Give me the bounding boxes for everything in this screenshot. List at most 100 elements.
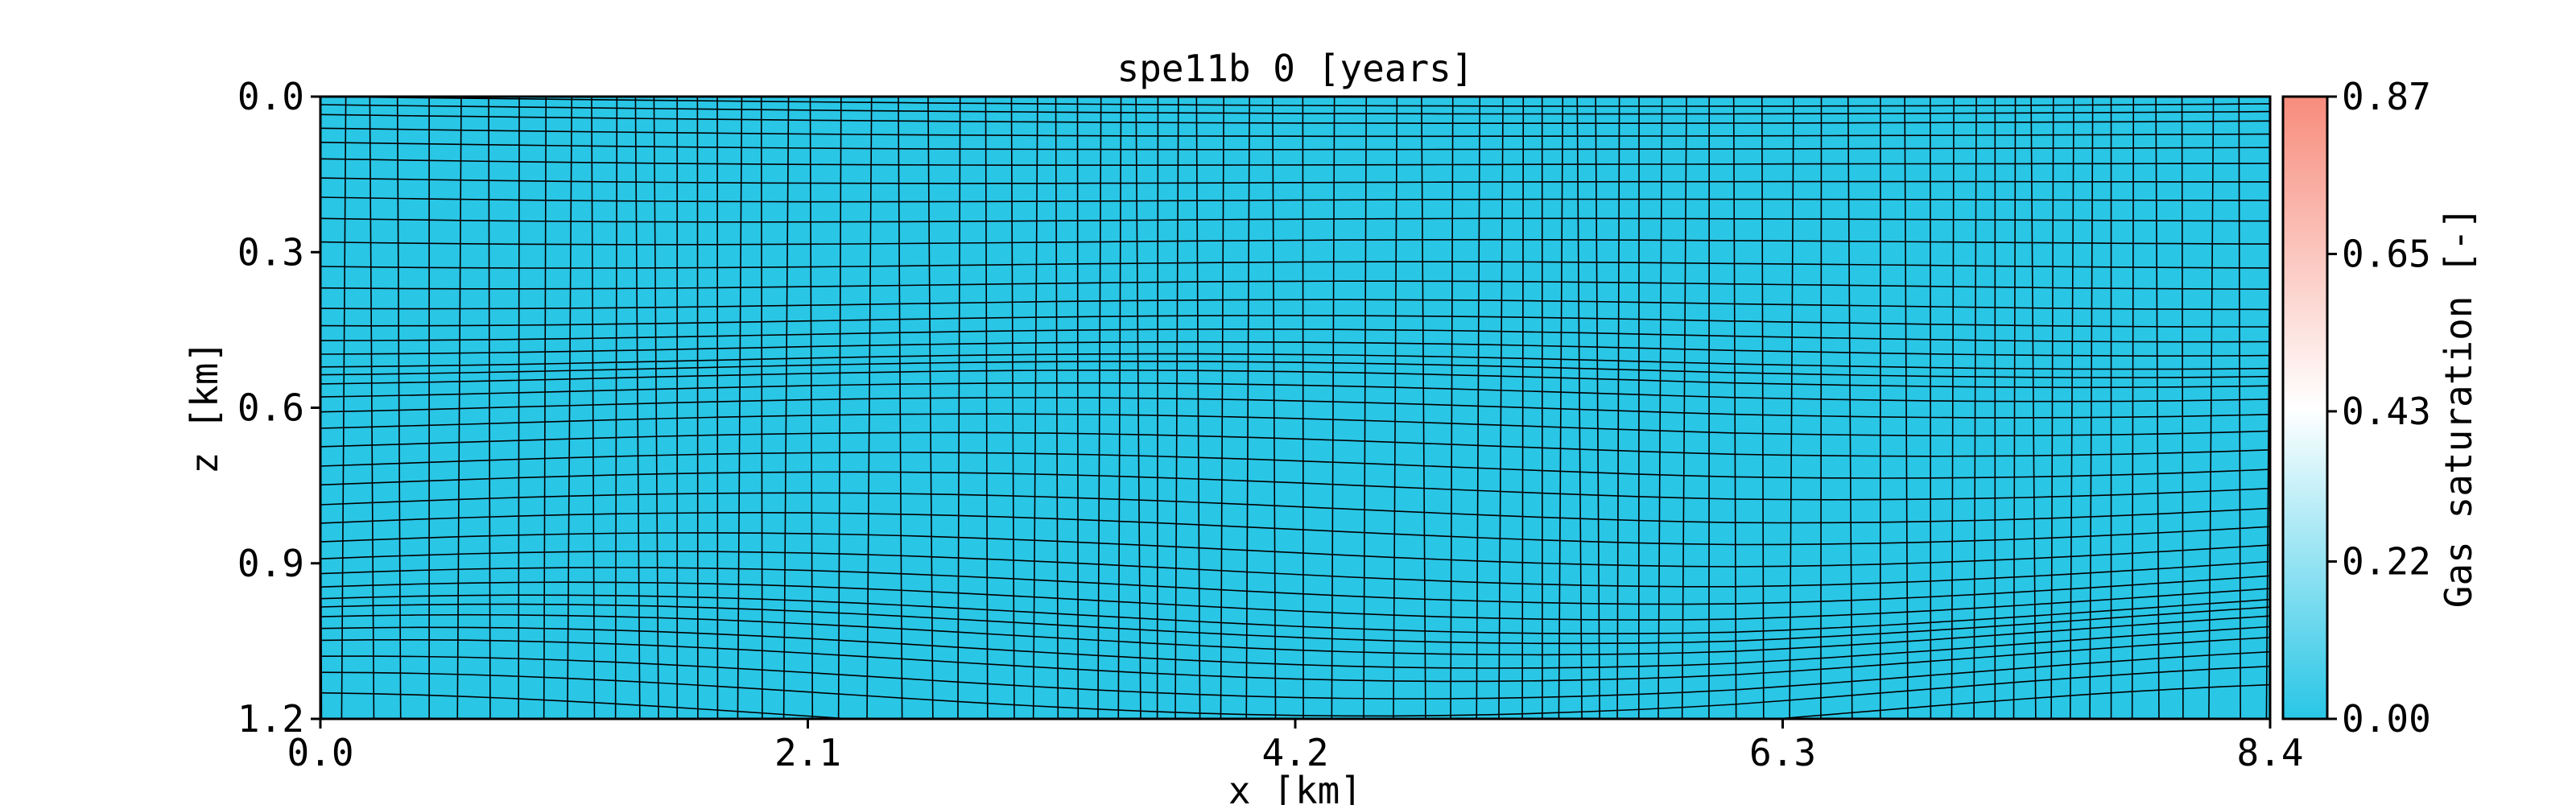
- mesh-column-line: [1681, 97, 1687, 719]
- mesh-layer-line: [320, 217, 2270, 223]
- mesh-column-line: [1657, 97, 1663, 719]
- colorbar-tick-label: 0.00: [2342, 697, 2431, 741]
- mesh-column-line: [957, 97, 961, 719]
- mesh-column-line: [1010, 97, 1015, 719]
- mesh-layer-line: [320, 104, 2270, 115]
- mesh-column-line: [696, 97, 699, 719]
- mesh-column-line: [341, 97, 347, 719]
- x-tick-label: 4.2: [1261, 731, 1328, 774]
- mesh-column-line: [1576, 97, 1583, 719]
- x-tick-label: 8.4: [2236, 731, 2303, 774]
- mesh-layer-line: [320, 127, 2270, 138]
- saturation-field: [320, 97, 2270, 719]
- mesh-layer-line: [320, 142, 2270, 151]
- mesh-column-line: [1055, 97, 1059, 719]
- y-tick-label: 0.9: [237, 542, 304, 585]
- mesh-layer-line: [320, 97, 2270, 107]
- y-axis-label: z [km]: [183, 341, 226, 474]
- mesh-layer-line: [320, 511, 2270, 546]
- mesh-column-line: [1595, 97, 1600, 719]
- mesh-layer-line: [320, 452, 2270, 479]
- mesh-column-line: [1789, 97, 1794, 719]
- mesh-layer-line: [320, 261, 2270, 269]
- plot-area: [319, 95, 2272, 720]
- y-tick-label: 0.0: [237, 75, 304, 118]
- mesh-column-line: [866, 97, 873, 719]
- mesh-layer-line: [320, 328, 2270, 343]
- mesh-layer-line: [320, 431, 2270, 457]
- mesh-column-line: [927, 97, 934, 719]
- colorbar: 0.00 0.22 0.43 0.65 0.87 Gas saturation [-]: [2281, 75, 2480, 741]
- colorbar-ticks: 0.00 0.22 0.43 0.65 0.87: [2327, 75, 2431, 741]
- mesh-column-line: [837, 97, 842, 719]
- mesh-layer-line: [320, 382, 2270, 402]
- mesh-column-line: [737, 97, 743, 719]
- mesh-column-line: [1761, 97, 1765, 719]
- mesh-layer-line: [320, 471, 2270, 501]
- mesh-layer-line: [320, 299, 2270, 311]
- mesh-layer-line: [320, 532, 2270, 568]
- mesh-layer-line: [320, 683, 2270, 719]
- mesh-layer-line: [320, 177, 2270, 184]
- colorbar-tick-label: 0.43: [2342, 390, 2431, 433]
- mesh-layer-line: [320, 567, 2270, 605]
- mesh-column-line: [1930, 97, 1932, 719]
- mesh-column-line: [518, 97, 520, 719]
- mesh-layer-line: [320, 315, 2270, 328]
- mesh-column-line: [1820, 97, 1823, 719]
- y-tick-label: 0.3: [237, 230, 304, 274]
- mesh-column-line: [1032, 97, 1038, 719]
- mesh-layer-line: [320, 397, 2270, 419]
- mesh-column-line: [2265, 129, 2270, 719]
- mesh-layer-line: [320, 594, 2270, 635]
- y-tick-label: 0.6: [237, 386, 304, 430]
- mesh-layer-line: [320, 492, 2270, 524]
- mesh-column-line: [1951, 97, 1955, 719]
- colorbar-tick-label: 0.87: [2342, 75, 2431, 118]
- grid-mesh: [320, 97, 2270, 719]
- x-tick-label: 6.3: [1749, 731, 1816, 774]
- mesh-column-line: [1117, 97, 1122, 719]
- mesh-column-line: [1302, 97, 1304, 719]
- mesh-layer-line: [320, 650, 2270, 700]
- mesh-column-line: [1904, 97, 1909, 719]
- x-tick-label: 2.1: [774, 731, 841, 774]
- mesh-column-line: [809, 97, 814, 719]
- mesh-column-line: [1558, 97, 1564, 719]
- colorbar-gradient: [2281, 95, 2329, 720]
- mesh-column-line: [1097, 97, 1102, 719]
- mesh-layer-line: [320, 581, 2270, 621]
- colorbar-tick-label: 0.65: [2342, 232, 2431, 275]
- mesh-layer-line: [320, 353, 2270, 370]
- mesh-layer-line: [320, 625, 2270, 669]
- mesh-column-line: [1732, 97, 1737, 719]
- mesh-layer-line: [320, 603, 2270, 645]
- mesh-layer-line: [320, 369, 2270, 389]
- chart-title: spe11b 0 [years]: [1117, 47, 1473, 90]
- mesh-column-line: [1498, 97, 1504, 719]
- mesh-layer-line: [320, 196, 2270, 203]
- mesh-layer-line: [320, 280, 2270, 290]
- mesh-layer-line: [320, 341, 2270, 357]
- y-axis: 0.0 0.3 0.6 0.9 1.2: [237, 75, 320, 741]
- mesh-layer-line: [320, 238, 2270, 246]
- colorbar-tick-label: 0.22: [2342, 540, 2431, 584]
- mesh-column-line: [782, 97, 790, 719]
- mesh-layer-line: [320, 413, 2270, 437]
- mesh-column-line: [898, 97, 903, 719]
- x-axis-label: x [km]: [1228, 769, 1362, 805]
- mesh-column-line: [634, 97, 641, 719]
- colorbar-label: Gas saturation [-]: [2437, 207, 2480, 609]
- mesh-column-line: [1421, 97, 1426, 719]
- mesh-layer-line: [320, 114, 2270, 124]
- mesh-layer-line: [320, 551, 2270, 588]
- mesh-column-line: [1616, 97, 1620, 719]
- mesh-column-line: [653, 97, 659, 719]
- mesh-layer-line: [320, 613, 2270, 656]
- x-axis: 0.0 2.1 4.2 6.3 8.4: [287, 719, 2304, 774]
- mesh-column-line: [985, 97, 989, 719]
- mesh-layer-line: [320, 158, 2270, 166]
- y-tick-label: 1.2: [237, 697, 304, 741]
- mesh-column-line: [1450, 97, 1454, 719]
